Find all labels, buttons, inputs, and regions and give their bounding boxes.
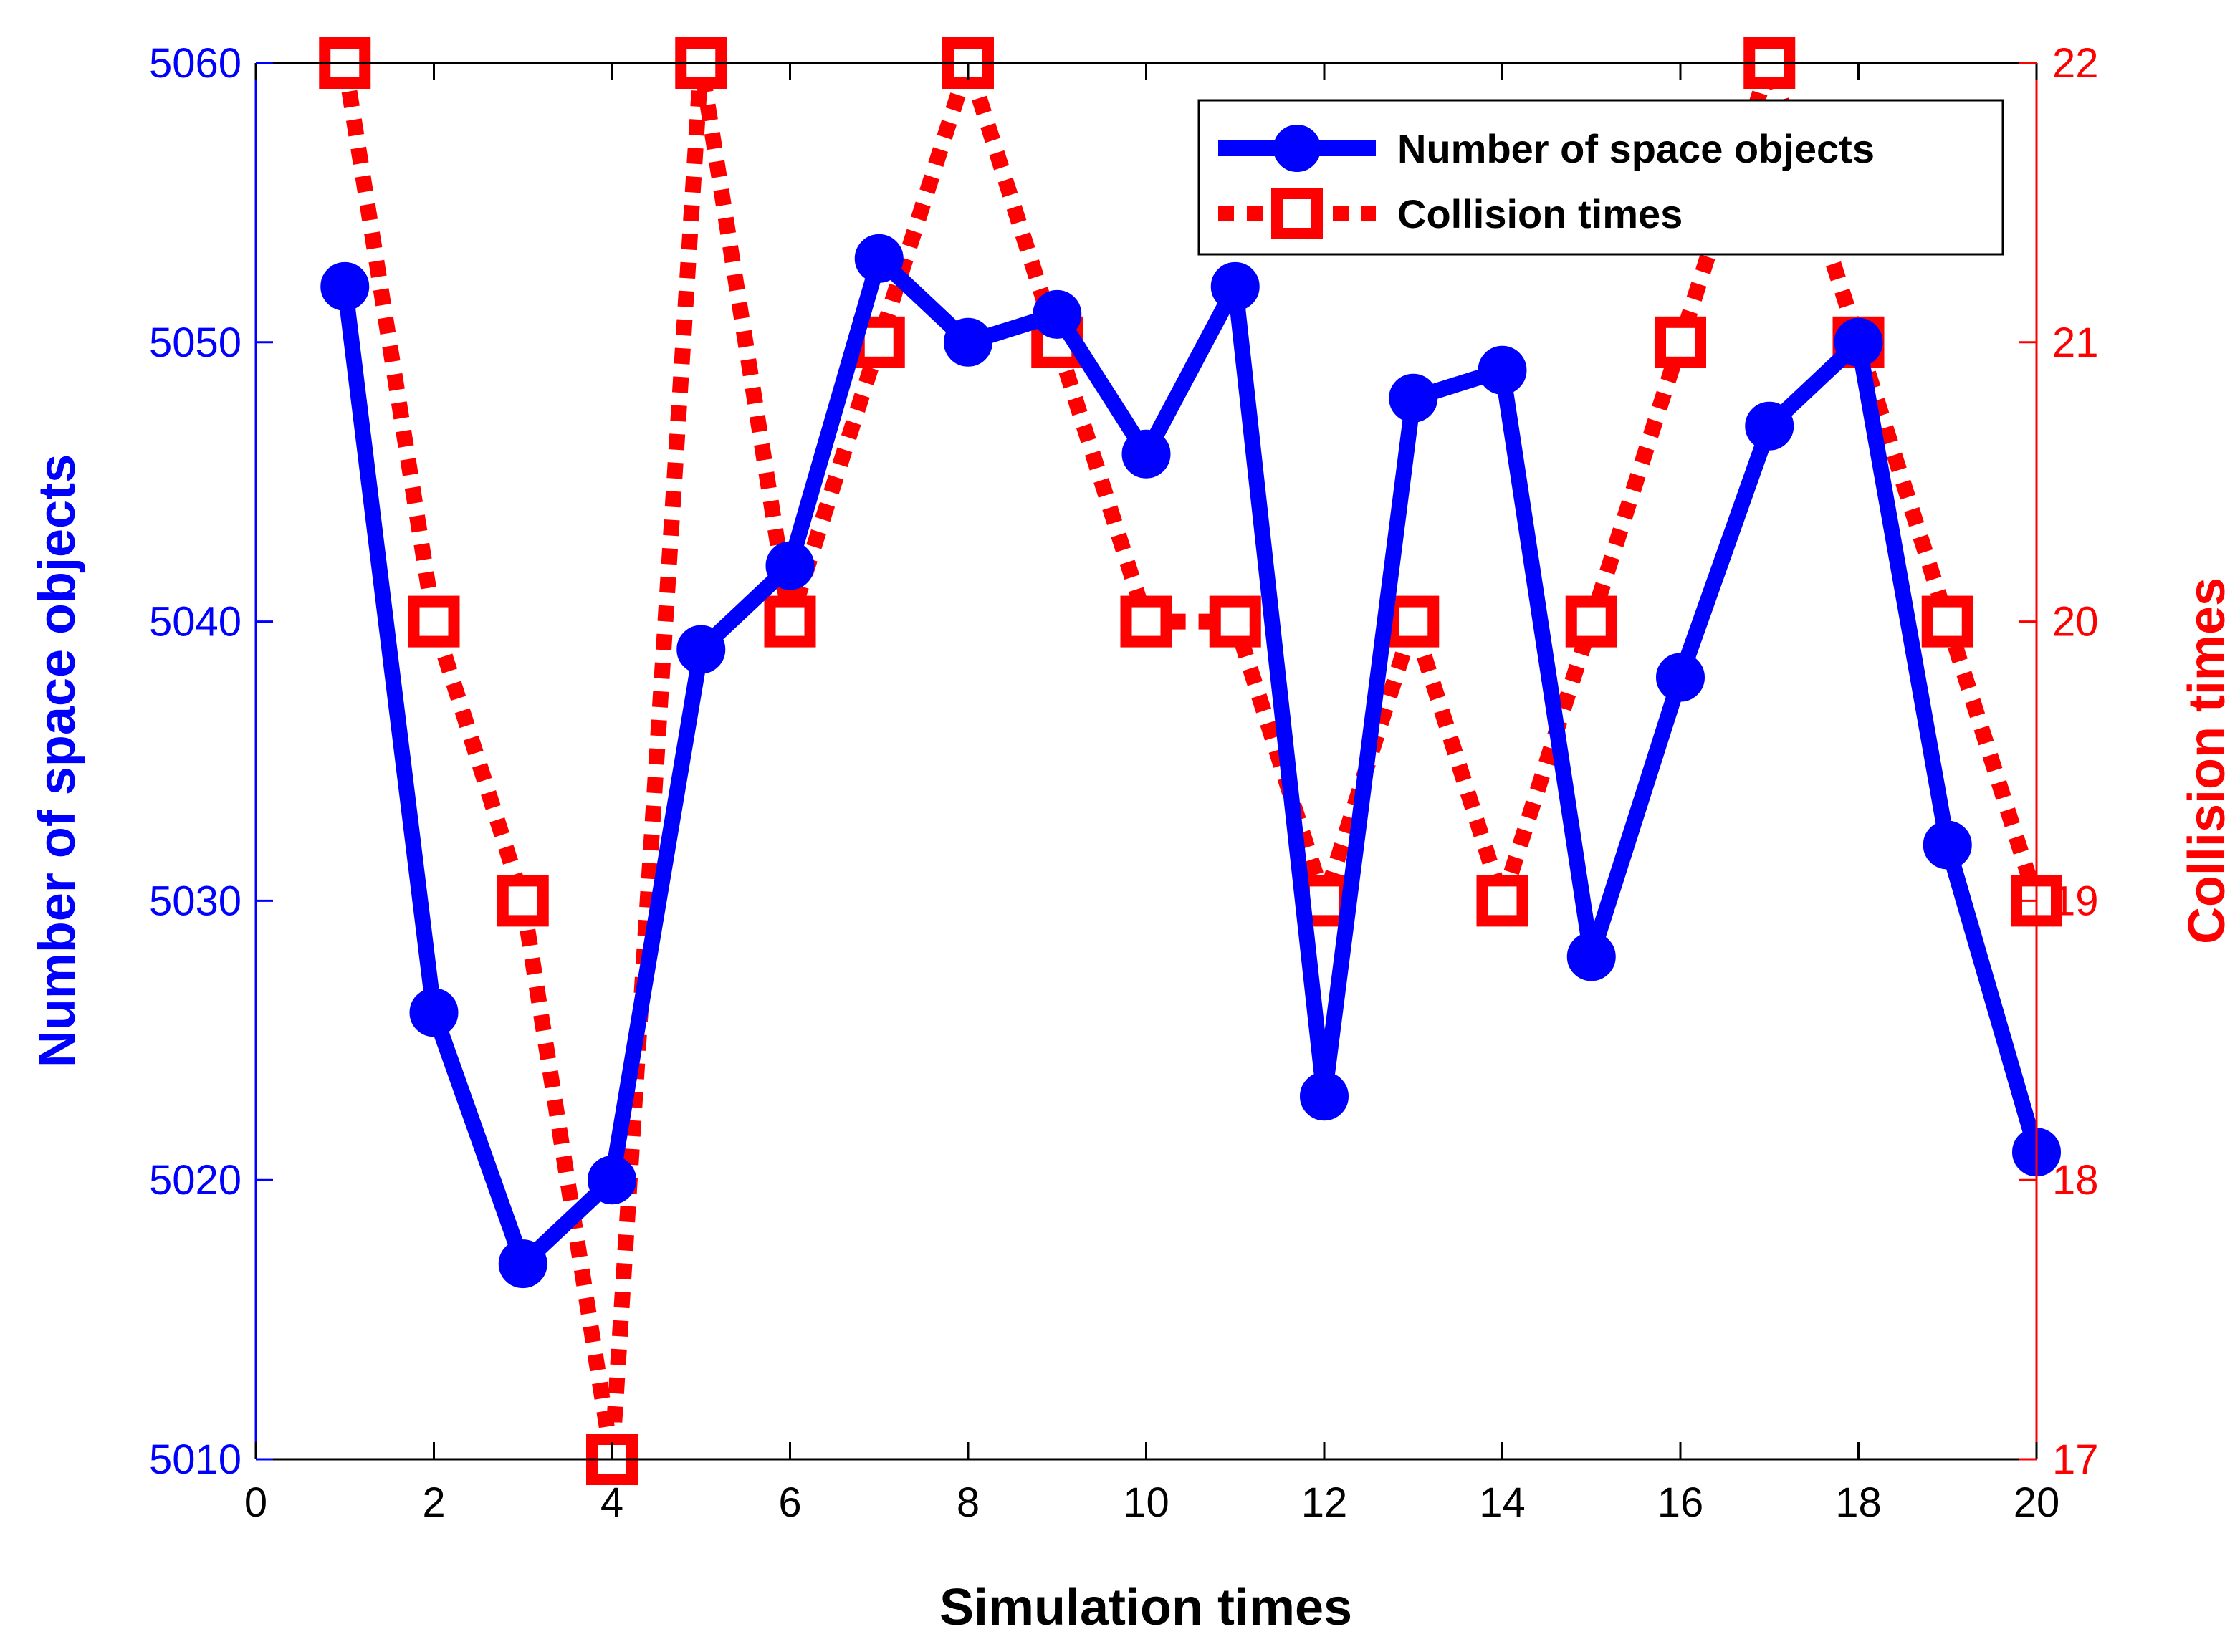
data-point-collision-times-15 [1565,595,1617,648]
left-y-tick-label-3: 5040 [149,599,241,645]
legend-box [1197,99,2004,256]
x-tick-label-3: 6 [778,1479,801,1526]
data-point-space-objects-13 [1389,373,1438,423]
data-point-space-objects-1 [320,261,370,311]
data-point-collision-times-13 [1387,595,1440,648]
legend: Number of space objects Collision times [1197,99,2004,256]
left-y-tick-label-2: 5030 [149,878,241,924]
legend-swatch-marker-space-objects [1273,125,1321,172]
x-tick-label-4: 8 [957,1479,980,1526]
data-point-collision-times-19 [1921,595,1973,648]
x-tick-label-9: 18 [1835,1479,1882,1526]
left-y-tick-label-0: 5010 [149,1436,241,1483]
data-point-space-objects-7 [854,234,904,283]
data-point-space-objects-3 [498,1239,547,1289]
legend-swatch-marker-collision-times [1271,188,1323,239]
legend-label-space-objects: Number of space objects [1397,126,1875,171]
right-y-axis-title: Collision times [2178,577,2235,944]
left-y-tick-label-1: 5020 [149,1157,241,1204]
data-point-space-objects-8 [944,317,992,367]
x-tick-label-0: 0 [244,1479,267,1526]
data-point-space-objects-11 [1210,261,1260,311]
series-line-space-objects [337,250,2044,1272]
ticks-layer: 0 2 4 6 8 10 12 14 16 18 20 5010 5020 5030 5040 5050 506… [149,40,2099,1526]
data-point-space-objects-17 [1745,401,1794,451]
left-y-tick-label-5: 5060 [149,40,241,87]
data-point-collision-times-11 [1209,595,1261,648]
right-y-tick-label-0: 17 [2052,1436,2099,1483]
x-tick-label-6: 12 [1301,1479,1348,1526]
right-y-tick-label-3: 20 [2052,599,2099,645]
x-tick-label-7: 14 [1479,1479,1526,1526]
data-point-collision-times-14 [1476,875,1528,927]
legend-label-collision-times: Collision times [1397,191,1683,236]
left-y-axis-title: Number of space objects [29,454,86,1067]
data-point-space-objects-12 [1300,1072,1349,1121]
data-point-space-objects-9 [1033,289,1082,339]
data-point-space-objects-18 [1834,317,1883,367]
x-tick-label-1: 2 [422,1479,445,1526]
left-y-tick-label-4: 5050 [149,320,241,366]
data-point-space-objects-14 [1478,345,1527,395]
right-y-tick-label-1: 18 [2052,1157,2099,1204]
x-tick-label-8: 16 [1657,1479,1704,1526]
right-y-tick-label-5: 22 [2052,40,2099,87]
data-point-space-objects-5 [676,625,726,674]
data-point-space-objects-2 [409,988,459,1037]
x-tick-label-10: 20 [2014,1479,2060,1526]
x-tick-label-2: 4 [600,1479,623,1526]
data-point-collision-times-6 [764,595,816,648]
data-point-space-objects-16 [1656,653,1705,702]
data-point-space-objects-4 [588,1156,636,1205]
x-axis-title: Simulation times [939,1579,1352,1636]
data-point-space-objects-19 [1923,820,1972,870]
data-point-space-objects-10 [1121,429,1171,479]
data-point-collision-times-16 [1655,316,1706,368]
data-point-space-objects-6 [765,541,815,590]
data-point-collision-times-10 [1120,595,1172,648]
right-y-tick-label-2: 19 [2052,878,2099,924]
right-y-tick-label-4: 21 [2052,320,2099,366]
data-point-collision-times-3 [497,875,549,927]
data-point-collision-times-2 [408,595,460,648]
x-tick-label-5: 10 [1123,1479,1169,1526]
data-point-space-objects-15 [1566,932,1616,981]
